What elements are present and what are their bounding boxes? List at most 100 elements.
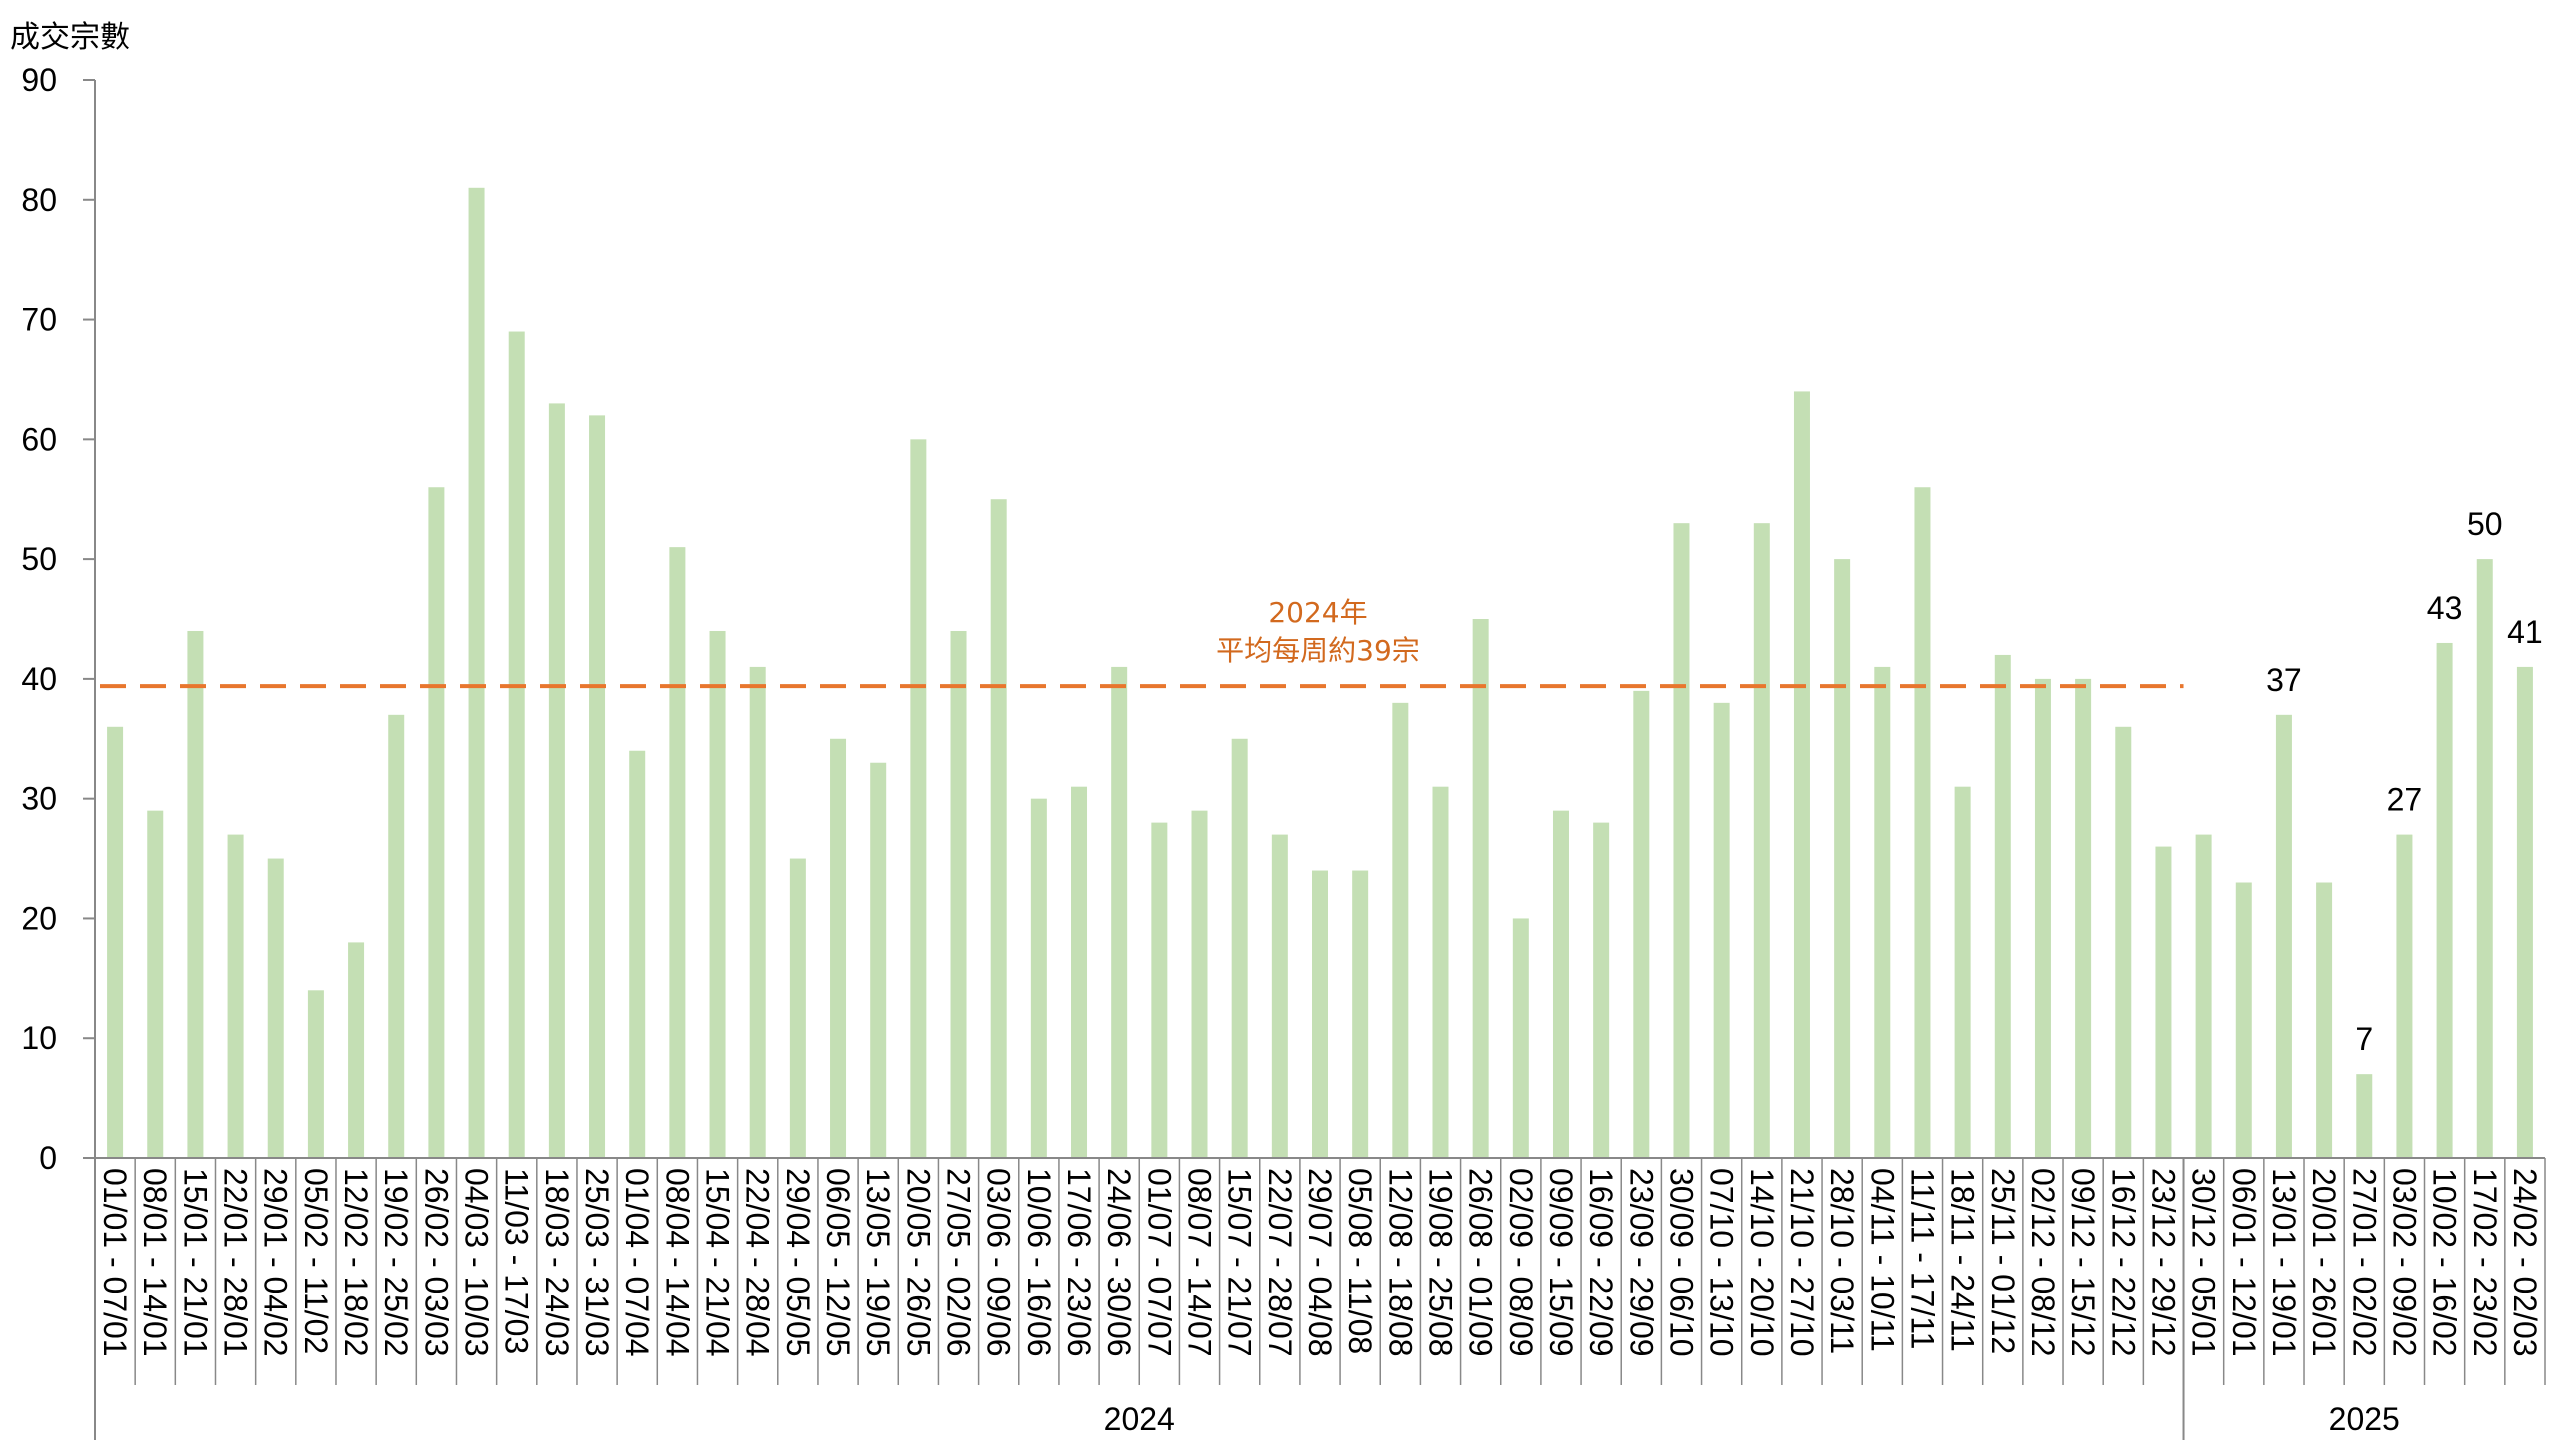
x-tick-label-59: 17/02 - 23/02 — [2467, 1168, 2503, 1357]
x-tick-label-41: 14/10 - 20/10 — [1744, 1168, 1780, 1357]
bar-5 — [307, 990, 324, 1158]
x-tick-label-48: 02/12 - 08/12 — [2025, 1168, 2061, 1357]
bar-40 — [1713, 702, 1730, 1158]
bar-30 — [1312, 870, 1328, 1158]
bar-29 — [1271, 834, 1288, 1158]
bar-32 — [1392, 702, 1409, 1158]
x-tick-label-14: 08/04 - 14/04 — [659, 1168, 695, 1357]
x-tick-label-60: 24/02 - 02/03 — [2507, 1168, 2543, 1357]
y-tick-label-30: 30 — [21, 781, 57, 817]
bar-8 — [428, 487, 445, 1158]
y-tick-label-90: 90 — [21, 62, 57, 98]
x-tick-label-55: 20/01 - 26/01 — [2306, 1168, 2342, 1357]
bar-26 — [1151, 822, 1168, 1158]
bar-16 — [749, 666, 766, 1158]
y-tick-label-50: 50 — [21, 541, 57, 577]
y-tick-label-80: 80 — [21, 182, 57, 218]
bar-42 — [1793, 391, 1810, 1158]
bar-1 — [147, 810, 164, 1158]
bar-6 — [348, 942, 365, 1158]
x-tick-label-4: 29/01 - 04/02 — [258, 1168, 294, 1357]
x-tick-label-57: 03/02 - 09/02 — [2386, 1168, 2422, 1357]
data-label-60: 41 — [2507, 614, 2543, 650]
y-tick-label-20: 20 — [21, 900, 57, 936]
bar-27 — [1191, 810, 1208, 1158]
x-tick-label-47: 25/11 - 01/12 — [1985, 1168, 2021, 1354]
x-tick-label-12: 25/03 - 31/03 — [579, 1168, 615, 1357]
y-tick-label-40: 40 — [21, 661, 57, 697]
x-tick-label-6: 12/02 - 18/02 — [338, 1168, 374, 1357]
x-tick-label-27: 08/07 - 14/07 — [1182, 1168, 1218, 1357]
bar-52 — [2195, 834, 2212, 1158]
x-tick-label-28: 15/07 - 21/07 — [1222, 1168, 1258, 1357]
bar-43 — [1834, 559, 1851, 1158]
x-tick-label-3: 22/01 - 28/01 — [218, 1168, 254, 1357]
x-tick-label-32: 12/08 - 18/08 — [1382, 1168, 1418, 1357]
x-tick-label-36: 09/09 - 15/09 — [1543, 1168, 1579, 1357]
bar-36 — [1552, 810, 1569, 1158]
x-tick-label-30: 29/07 - 04/08 — [1302, 1168, 1338, 1357]
x-tick-label-1: 08/01 - 14/01 — [137, 1168, 173, 1357]
x-tick-label-0: 01/01 - 07/01 — [97, 1168, 133, 1357]
bar-20 — [910, 439, 927, 1158]
x-tick-label-52: 30/12 - 05/01 — [2186, 1168, 2222, 1357]
x-tick-label-9: 04/03 - 10/03 — [459, 1168, 495, 1357]
x-tick-label-19: 13/05 - 19/05 — [860, 1168, 896, 1357]
x-tick-label-8: 26/02 - 03/03 — [418, 1168, 454, 1357]
bar-9 — [468, 187, 485, 1159]
x-tick-label-44: 04/11 - 10/11 — [1864, 1168, 1900, 1352]
bar-50 — [2115, 726, 2132, 1158]
bar-56 — [2356, 1074, 2373, 1158]
bar-10 — [508, 331, 525, 1158]
x-tick-label-7: 19/02 - 25/02 — [378, 1168, 414, 1357]
bar-44 — [1874, 666, 1891, 1158]
x-tick-label-53: 06/01 - 12/01 — [2226, 1168, 2262, 1357]
bar-13 — [629, 750, 646, 1158]
data-label-57: 27 — [2387, 782, 2423, 818]
bar-58 — [2436, 642, 2453, 1158]
bar-14 — [669, 547, 686, 1158]
x-tick-label-58: 10/02 - 16/02 — [2427, 1168, 2463, 1357]
x-tick-label-22: 03/06 - 09/06 — [981, 1168, 1017, 1357]
bar-12 — [589, 415, 606, 1158]
bar-49 — [2075, 678, 2092, 1158]
y-tick-label-0: 0 — [39, 1140, 57, 1176]
bar-4 — [267, 858, 284, 1158]
bar-28 — [1231, 738, 1248, 1158]
bar-54 — [2275, 714, 2292, 1158]
x-tick-label-15: 15/04 - 21/04 — [700, 1168, 736, 1357]
bar-37 — [1593, 822, 1610, 1158]
bar-59 — [2476, 559, 2493, 1158]
bar-38 — [1633, 690, 1650, 1158]
average-label-line1: 2024年 — [1268, 596, 1367, 629]
x-tick-label-50: 16/12 - 22/12 — [2105, 1168, 2141, 1357]
data-label-59: 50 — [2467, 506, 2503, 542]
bar-19 — [870, 762, 887, 1158]
bar-55 — [2316, 882, 2333, 1158]
bar-41 — [1753, 523, 1770, 1158]
x-tick-label-45: 11/11 - 17/11 — [1904, 1168, 1940, 1349]
bar-51 — [2155, 846, 2172, 1158]
bar-25 — [1111, 666, 1128, 1158]
x-tick-label-24: 17/06 - 23/06 — [1061, 1168, 1097, 1357]
bar-23 — [1030, 798, 1047, 1158]
bar-47 — [1994, 654, 2011, 1158]
x-tick-label-29: 22/07 - 28/07 — [1262, 1168, 1298, 1357]
x-tick-label-38: 23/09 - 29/09 — [1623, 1168, 1659, 1357]
y-tick-label-60: 60 — [21, 421, 57, 457]
x-tick-label-16: 22/04 - 28/04 — [740, 1168, 776, 1357]
bar-39 — [1673, 523, 1690, 1158]
bar-17 — [789, 858, 806, 1158]
x-tick-label-37: 16/09 - 22/09 — [1583, 1168, 1619, 1357]
x-tick-label-31: 05/08 - 11/08 — [1342, 1168, 1378, 1354]
x-tick-label-20: 20/05 - 26/05 — [900, 1168, 936, 1357]
x-tick-label-10: 11/03 - 17/03 — [499, 1168, 535, 1354]
data-label-56: 7 — [2355, 1021, 2373, 1057]
bar-3 — [227, 834, 244, 1158]
bar-0 — [107, 726, 124, 1158]
x-tick-label-23: 10/06 - 16/06 — [1021, 1168, 1057, 1357]
bar-57 — [2396, 834, 2413, 1158]
x-tick-label-42: 21/10 - 27/10 — [1784, 1168, 1820, 1357]
bar-18 — [830, 738, 847, 1158]
